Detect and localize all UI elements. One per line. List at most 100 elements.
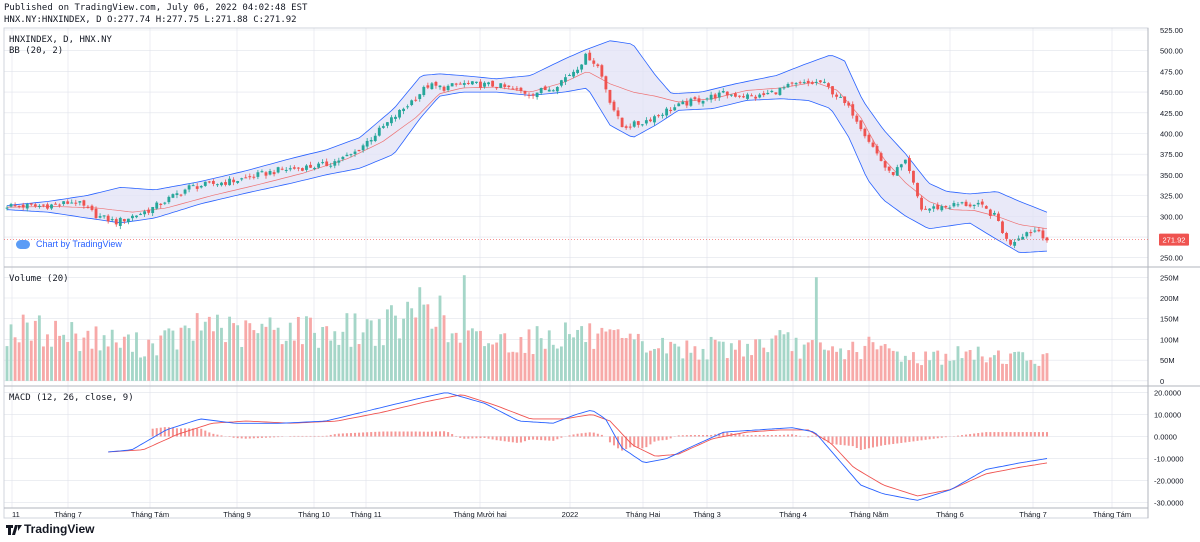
volume-bar bbox=[21, 314, 25, 381]
macd-tick-label: 20.0000 bbox=[1154, 388, 1181, 397]
candle-body bbox=[466, 82, 470, 84]
volume-bar bbox=[960, 358, 964, 381]
candle-body bbox=[851, 104, 855, 116]
candle-body bbox=[519, 87, 523, 91]
candle-body bbox=[369, 140, 373, 142]
candle-body bbox=[17, 205, 21, 207]
volume-bar bbox=[1041, 354, 1045, 381]
candle-body bbox=[1001, 221, 1004, 233]
volume-bar bbox=[203, 321, 207, 381]
volume-bar bbox=[240, 346, 244, 381]
time-tick-label: Tháng Mười hai bbox=[453, 510, 507, 519]
candle-body bbox=[102, 215, 106, 217]
volume-bar bbox=[470, 328, 474, 381]
candle-body bbox=[899, 164, 903, 168]
candle-body bbox=[758, 94, 762, 98]
candle-body bbox=[224, 182, 227, 185]
volume-bar bbox=[131, 351, 134, 381]
volume-bar bbox=[976, 346, 980, 381]
volume-bar bbox=[37, 315, 41, 381]
volume-bar bbox=[475, 331, 478, 381]
volume-bar bbox=[422, 304, 426, 381]
volume-bar bbox=[365, 319, 369, 381]
volume-bar bbox=[236, 325, 240, 381]
candle-body bbox=[568, 75, 571, 77]
volume-bar bbox=[224, 342, 227, 381]
candle-body bbox=[398, 109, 401, 118]
volume-bar bbox=[519, 337, 523, 381]
volume-bar bbox=[29, 340, 33, 381]
candle-body bbox=[701, 100, 705, 104]
volume-bar bbox=[62, 334, 66, 381]
candle-body bbox=[232, 179, 236, 183]
volume-bar bbox=[596, 333, 600, 381]
candle-body bbox=[754, 96, 758, 99]
volume-bar bbox=[952, 360, 956, 381]
candle-body bbox=[256, 172, 260, 177]
volume-bar bbox=[398, 338, 401, 381]
candle-body bbox=[1045, 237, 1049, 241]
volume-bar bbox=[515, 352, 519, 381]
candle-body bbox=[414, 99, 418, 101]
candle-body bbox=[810, 82, 814, 84]
volume-bar bbox=[750, 355, 754, 381]
volume-bar bbox=[584, 342, 588, 381]
candle-body bbox=[770, 90, 774, 92]
candle-body bbox=[438, 85, 442, 88]
volume-bar bbox=[992, 355, 996, 381]
candle-body bbox=[394, 116, 397, 119]
volume-bar bbox=[746, 343, 749, 381]
candle-body bbox=[936, 204, 940, 210]
candle-body bbox=[1009, 239, 1012, 245]
volume-bar bbox=[920, 365, 923, 381]
candle-body bbox=[806, 80, 810, 84]
volume-bar bbox=[13, 337, 17, 381]
volume-bar bbox=[280, 344, 284, 381]
candle-body bbox=[300, 168, 304, 171]
candle-body bbox=[956, 204, 960, 206]
volume-bar bbox=[912, 352, 915, 381]
volume-bar bbox=[454, 332, 458, 381]
candle-body bbox=[738, 95, 741, 97]
volume-bar bbox=[649, 350, 652, 381]
candle-body bbox=[798, 82, 802, 84]
volume-bar bbox=[143, 356, 147, 381]
volume-bar bbox=[147, 339, 151, 381]
candle-body bbox=[402, 108, 405, 112]
time-tick-label: Tháng Tám bbox=[1093, 510, 1131, 519]
footer-logo[interactable]: TradingView bbox=[6, 522, 94, 536]
price-tick-label: 300.00 bbox=[1160, 212, 1183, 221]
candle-body bbox=[248, 176, 252, 178]
candle-body bbox=[280, 168, 284, 170]
volume-bar bbox=[434, 326, 438, 381]
volume-bar bbox=[948, 360, 952, 381]
candle-body bbox=[240, 178, 244, 180]
tradingview-watermark[interactable]: Chart by TradingView bbox=[16, 239, 122, 249]
macd-panel bbox=[108, 392, 1049, 501]
candle-body bbox=[321, 162, 325, 164]
panel-labels: HNXINDEX, D, HNX.NY BB (20, 2) Volume (2… bbox=[9, 35, 134, 403]
candle-body bbox=[333, 161, 337, 166]
volume-bar bbox=[211, 331, 215, 381]
candle-body bbox=[191, 185, 195, 187]
candle-body bbox=[74, 202, 78, 204]
candle-body bbox=[948, 207, 952, 209]
volume-bar bbox=[697, 359, 701, 381]
candle-body bbox=[564, 77, 567, 82]
volume-bar bbox=[333, 331, 337, 381]
volume-bar bbox=[580, 326, 584, 381]
volume-bar bbox=[814, 277, 818, 381]
candle-body bbox=[487, 82, 490, 85]
candle-body bbox=[887, 166, 891, 171]
candle-body bbox=[640, 124, 644, 126]
candle-body bbox=[632, 121, 636, 127]
candle-body bbox=[183, 189, 187, 194]
volume-bar bbox=[446, 342, 450, 381]
candle-body bbox=[875, 146, 879, 154]
candle-body bbox=[1037, 229, 1041, 232]
volume-bar bbox=[794, 337, 798, 381]
volume-bar bbox=[665, 353, 669, 381]
ohlc-line: HNX.NY:HNXINDEX, D O:277.74 H:277.75 L:2… bbox=[4, 15, 297, 25]
volume-bar bbox=[673, 343, 677, 381]
